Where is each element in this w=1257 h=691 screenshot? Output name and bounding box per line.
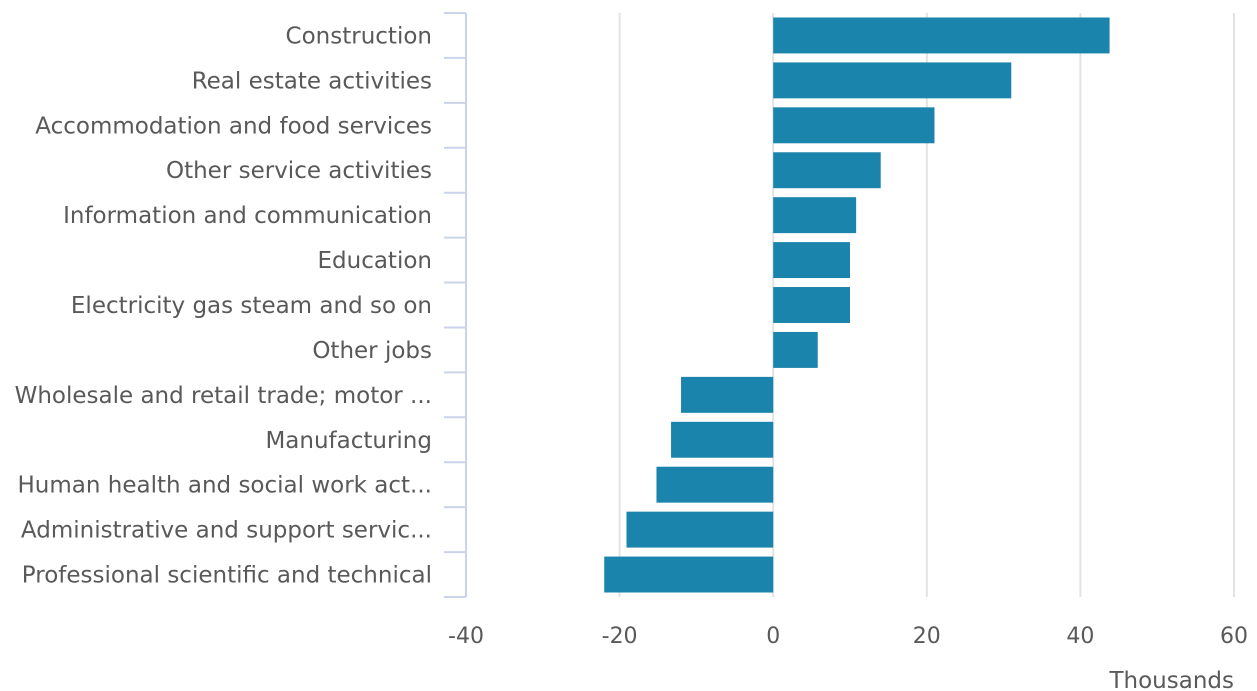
x-tick-label: -40: [448, 624, 484, 649]
x-tick-label: 20: [913, 624, 941, 649]
bar: [773, 197, 857, 234]
x-axis-title: Thousands: [1108, 668, 1234, 691]
bar: [773, 62, 1012, 99]
bar: [681, 376, 774, 413]
category-label: Accommodation and food services: [35, 113, 432, 139]
bar: [671, 421, 774, 458]
category-label: Electricity gas steam and so on: [71, 293, 432, 319]
bar: [604, 556, 774, 593]
x-tick-labels: -40 -20 0 20 40 60: [448, 624, 1248, 649]
bar: [773, 107, 935, 144]
x-tick-label: -20: [602, 624, 638, 649]
category-label: Education: [317, 248, 432, 274]
category-label: Construction: [286, 23, 432, 49]
bar: [656, 466, 774, 503]
bar: [773, 152, 881, 189]
category-labels: Construction Real estate activities Accomm…: [15, 23, 432, 588]
bars: [604, 17, 1110, 593]
bar: [773, 331, 818, 368]
x-tick-label: 0: [766, 624, 780, 649]
category-label: Real estate activities: [192, 68, 432, 94]
category-axis: [444, 12, 467, 598]
category-label: Other jobs: [312, 338, 432, 364]
category-label: Administrative and support servic...: [21, 518, 432, 544]
bar: [626, 511, 774, 548]
category-label: Information and communication: [63, 203, 432, 229]
x-tick-label: 60: [1220, 624, 1248, 649]
category-label: Manufacturing: [265, 428, 432, 454]
bar: [773, 242, 850, 279]
bar: [773, 287, 850, 323]
gridlines: [618, 13, 1235, 597]
category-label: Professional scientific and technical: [22, 563, 432, 589]
category-label: Human health and social work act...: [17, 473, 432, 499]
bar: [773, 17, 1110, 54]
x-tick-label: 40: [1066, 624, 1094, 649]
category-label: Wholesale and retail trade; motor ...: [15, 383, 432, 409]
category-label: Other service activities: [166, 158, 432, 184]
